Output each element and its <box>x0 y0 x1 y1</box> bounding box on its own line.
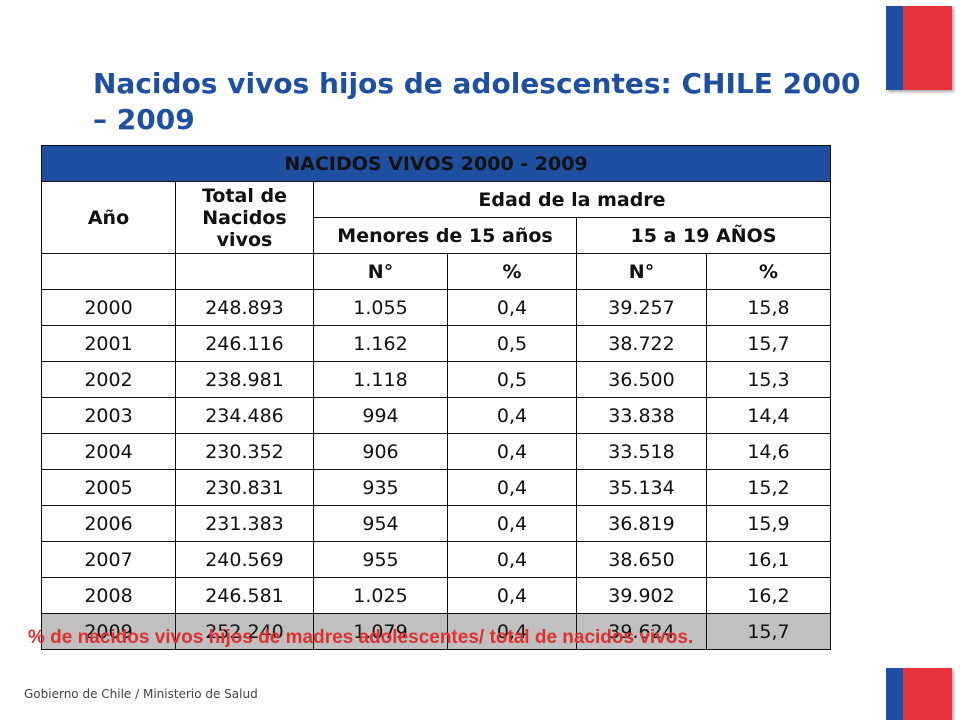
table-cell: 36.819 <box>576 505 707 542</box>
table-cell: 954 <box>313 505 448 542</box>
table-cell: 0,4 <box>447 505 577 542</box>
table-cell: 2005 <box>41 469 176 506</box>
table-cell: 246.581 <box>175 577 314 614</box>
table-cell: 238.981 <box>175 361 314 398</box>
table-row: 2004 230.352 906 0,4 33.518 14,6 <box>41 433 832 470</box>
table-cell: 35.134 <box>576 469 707 506</box>
col-header-year: Año <box>41 181 176 254</box>
footnote: % de nacidos vivos hijos de madres adole… <box>28 627 694 648</box>
table-cell: 2008 <box>41 577 176 614</box>
col-header-mother-age: Edad de la madre <box>312 181 832 218</box>
table-cell: 955 <box>313 541 448 578</box>
subheader-n-15to19: N° <box>576 253 707 290</box>
table-cell: 0,4 <box>447 469 577 506</box>
table-cell: 0,4 <box>447 397 577 434</box>
table-cell: 0,4 <box>447 433 577 470</box>
table-cell: 230.352 <box>175 433 314 470</box>
table-cell: 15,8 <box>705 289 832 326</box>
table-row: 2001 246.116 1.162 0,5 38.722 15,7 <box>41 325 832 362</box>
slide-title: Nacidos vivos hijos de adolescentes: CHI… <box>93 67 861 136</box>
table-cell: 230.831 <box>175 469 314 506</box>
table-cell: 16,2 <box>705 577 832 614</box>
table-cell: 14,6 <box>705 433 832 470</box>
table-cell: 0,4 <box>447 541 577 578</box>
table-row: 2005 230.831 935 0,4 35.134 15,2 <box>41 469 832 506</box>
table-main-header: NACIDOS VIVOS 2000 - 2009 <box>40 145 832 182</box>
table-cell: 39.624 <box>576 613 707 650</box>
table-cell: 1.162 <box>313 325 448 362</box>
table-row: 2006 231.383 954 0,4 36.819 15,9 <box>41 505 832 542</box>
table-cell: 2001 <box>41 325 176 362</box>
table-cell: 39.902 <box>576 577 707 614</box>
table-cell: 33.518 <box>576 433 707 470</box>
table-cell: 39.257 <box>576 289 707 326</box>
chile-flag-logo-top <box>886 6 952 90</box>
table-cell: 231.383 <box>175 505 314 542</box>
table-cell: 0,4 <box>447 577 577 614</box>
table-cell: 15,9 <box>705 505 832 542</box>
table-cell: 0,4 <box>447 613 577 650</box>
table-cell: 2006 <box>41 505 176 542</box>
table-cell: 14,4 <box>705 397 832 434</box>
col-header-total: Total de Nacidos vivos <box>175 181 314 254</box>
table-cell: 38.722 <box>576 325 707 362</box>
table-cell: 0,5 <box>447 325 577 362</box>
col-header-15-to-19: 15 a 19 AÑOS <box>575 217 832 254</box>
table-cell: 935 <box>313 469 448 506</box>
table-cell: 906 <box>313 433 448 470</box>
table-cell: 15,3 <box>705 361 832 398</box>
table-cell: 246.116 <box>175 325 314 362</box>
table-cell: 2004 <box>41 433 176 470</box>
chile-flag-logo-bottom <box>886 668 952 720</box>
table-cell: 2003 <box>41 397 176 434</box>
table-cell: 240.569 <box>175 541 314 578</box>
table-cell: 2000 <box>41 289 176 326</box>
table-cell: 1.118 <box>313 361 448 398</box>
table-cell: 1.079 <box>313 613 448 650</box>
table-cell: 0,4 <box>447 289 577 326</box>
table-cell: 15,7 <box>705 325 832 362</box>
subheader-n-under15: N° <box>313 253 448 290</box>
table-cell: 2007 <box>41 541 176 578</box>
table-row: 2002 238.981 1.118 0,5 36.500 15,3 <box>41 361 832 398</box>
table-cell: 234.486 <box>175 397 314 434</box>
table-row: 2009 252.240 1.079 0,4 39.624 15,7 <box>41 613 832 650</box>
table-cell: 16,1 <box>705 541 832 578</box>
footer-credit: Gobierno de Chile / Ministerio de Salud <box>24 687 258 701</box>
table-cell: 248.893 <box>175 289 314 326</box>
subheader-pct-under15: % <box>447 253 577 290</box>
table-cell: 15,7 <box>705 613 832 650</box>
table-cell: 2002 <box>41 361 176 398</box>
col-header-under-15: Menores de 15 años <box>313 217 577 254</box>
table-row: 2008 246.581 1.025 0,4 39.902 16,2 <box>41 577 832 614</box>
births-table: NACIDOS VIVOS 2000 - 2009 Año Total de N… <box>40 145 832 650</box>
table-cell: 1.025 <box>313 577 448 614</box>
subheader-empty-total <box>175 253 314 290</box>
table-cell: 33.838 <box>576 397 707 434</box>
table-row: 2000 248.893 1.055 0,4 39.257 15,8 <box>41 289 832 326</box>
table-cell: 1.055 <box>313 289 448 326</box>
subheader-empty-year <box>41 253 176 290</box>
table-cell: 15,2 <box>705 469 832 506</box>
table-cell: 0,5 <box>447 361 577 398</box>
table-cell: 2009 <box>41 613 176 650</box>
table-cell: 36.500 <box>576 361 707 398</box>
table-row: 2003 234.486 994 0,4 33.838 14,4 <box>41 397 832 434</box>
table-cell: 994 <box>313 397 448 434</box>
subheader-pct-15to19: % <box>705 253 832 290</box>
table-row: 2007 240.569 955 0,4 38.650 16,1 <box>41 541 832 578</box>
table-cell: 38.650 <box>576 541 707 578</box>
